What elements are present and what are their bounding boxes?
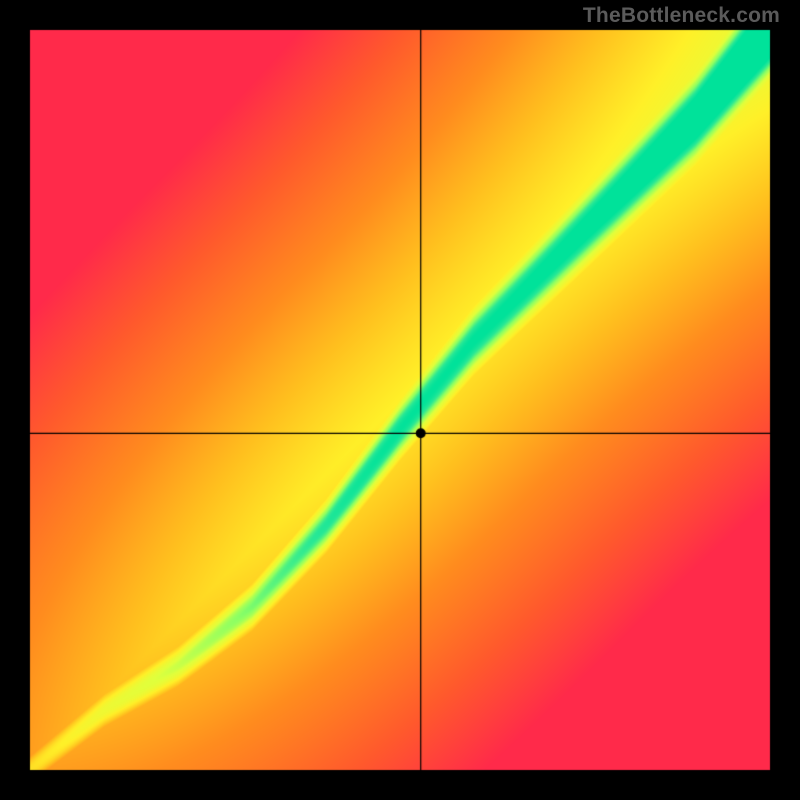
chart-container: TheBottleneck.com — [0, 0, 800, 800]
heatmap-canvas — [0, 0, 800, 800]
watermark-text: TheBottleneck.com — [583, 4, 780, 28]
